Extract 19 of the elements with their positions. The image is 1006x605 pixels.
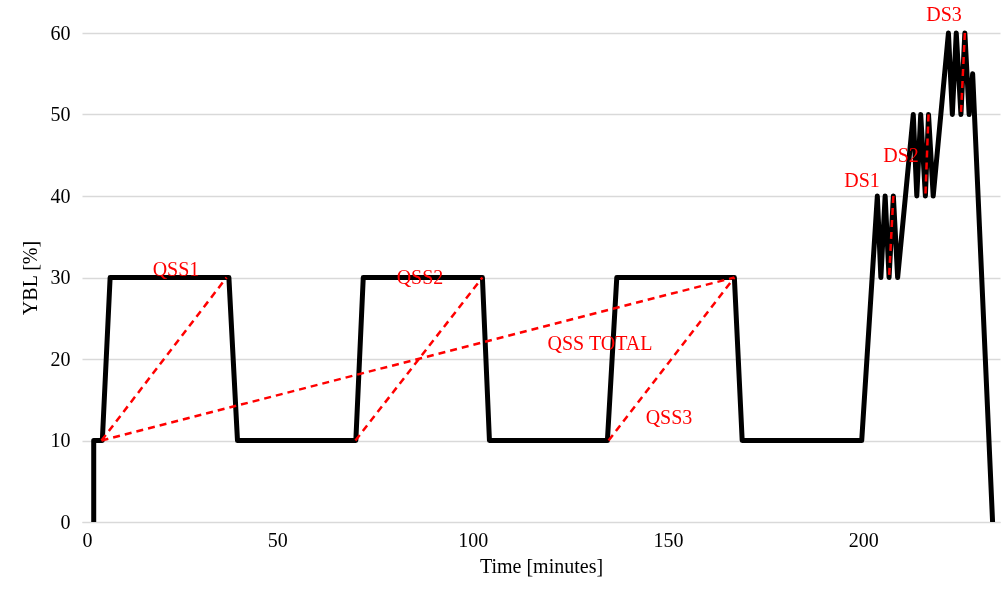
y-tick-label: 0: [60, 510, 71, 533]
text: DS3: [926, 3, 962, 25]
y-tick-label: 30: [50, 266, 71, 288]
annotation: QSS3: [645, 406, 693, 428]
x-tick-label: 50: [267, 528, 288, 551]
y-tick-label: 40: [50, 184, 71, 207]
annotation: DS1: [844, 169, 880, 191]
x-tick-label: 100: [458, 528, 489, 551]
y-tick-label: 60: [50, 21, 71, 44]
x-tick-label: 200: [848, 528, 879, 551]
x-tick-label: 150: [653, 528, 684, 551]
x-axis-title: Time [minutes]: [479, 554, 604, 577]
annotation: QSS1: [152, 258, 200, 280]
y-tick-label: 20: [50, 347, 71, 370]
x-tick-label: 0: [82, 528, 93, 551]
y-axis-title: YBL [%]: [18, 240, 41, 316]
y-tick-label: 50: [50, 103, 71, 125]
annotation: QSS2: [396, 266, 444, 288]
y-tick-label: 10: [50, 429, 71, 451]
